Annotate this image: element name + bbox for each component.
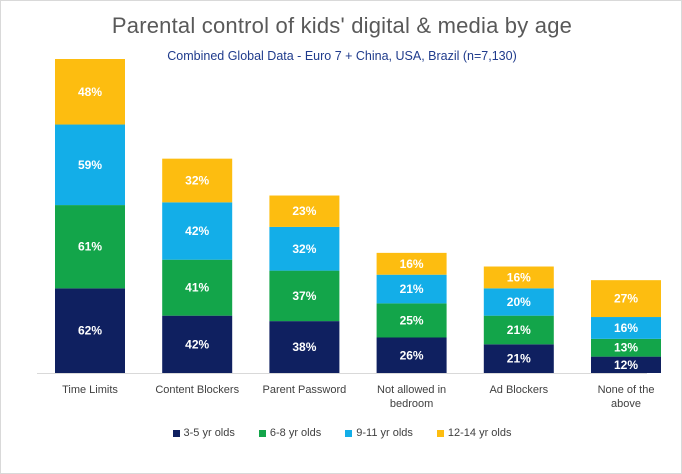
legend-label: 3-5 yr olds xyxy=(183,427,235,439)
legend-swatch xyxy=(172,429,180,437)
bar-segment xyxy=(376,274,447,304)
x-tick-label: Time Limits xyxy=(62,384,118,396)
x-tick-label: Not allowed in bedroom xyxy=(377,384,446,410)
legend-item: 3-5 yr olds xyxy=(172,427,235,439)
x-tick-label: None of the above xyxy=(598,384,655,410)
legend-label: 12-14 yr olds xyxy=(447,427,512,439)
data-label: 38% xyxy=(292,340,316,354)
bar-segment xyxy=(376,252,447,275)
bar-segment xyxy=(269,270,340,322)
data-label: 26% xyxy=(400,348,424,362)
bar-segment xyxy=(376,303,447,338)
bar-segment xyxy=(591,356,661,373)
bar-segment xyxy=(591,317,661,339)
data-label: 48% xyxy=(78,85,102,99)
data-label: 32% xyxy=(185,174,209,188)
data-label: 32% xyxy=(292,242,316,256)
data-label: 59% xyxy=(78,158,102,172)
bar-stack: 12% 13% 16% 27% xyxy=(591,280,661,373)
bar-segment xyxy=(269,226,340,271)
data-label: 16% xyxy=(400,257,424,271)
bar-stack: 62% 61% 59% 48% xyxy=(55,59,125,373)
bar-segment xyxy=(483,266,554,289)
bar-segment xyxy=(162,315,233,373)
bar-stack: 21% 21% 20% 16% xyxy=(483,266,554,373)
x-tick-label: Ad Blockers xyxy=(489,384,548,396)
legend-swatch xyxy=(436,429,444,437)
bar-segment xyxy=(591,280,661,318)
legend-item: 9-11 yr olds xyxy=(345,427,413,439)
legend-swatch xyxy=(345,429,353,437)
data-label: 20% xyxy=(507,295,531,309)
data-label: 12% xyxy=(614,358,638,372)
bar-segment xyxy=(55,205,125,289)
x-tick-label: Parent Password xyxy=(263,384,347,396)
legend-item: 12-14 yr olds xyxy=(436,427,512,439)
data-label: 21% xyxy=(507,352,531,366)
data-label: 41% xyxy=(185,281,209,295)
data-label: 37% xyxy=(292,289,316,303)
bar-segment xyxy=(269,321,340,373)
chart-subtitle: Combined Global Data - Euro 7 + China, U… xyxy=(167,49,517,63)
x-tick-label: Content Blockers xyxy=(155,384,239,396)
data-label: 42% xyxy=(185,337,209,351)
data-label: 16% xyxy=(614,321,638,335)
bar-segment xyxy=(162,158,233,203)
data-label: 61% xyxy=(78,240,102,254)
legend-label: 6-8 yr olds xyxy=(269,427,322,439)
bar-segment xyxy=(376,337,447,373)
data-label: 42% xyxy=(185,224,209,238)
bar-stack: 38% 37% 32% 23% xyxy=(269,195,340,373)
data-label: 21% xyxy=(400,282,424,296)
bar-stack: 42% 41% 42% 32% xyxy=(162,158,233,373)
data-label: 16% xyxy=(507,270,531,284)
bar-segment xyxy=(162,202,233,260)
bar-stack: 26% 25% 21% 16% xyxy=(376,252,447,373)
bar-segment xyxy=(483,288,554,316)
chart-title: Parental control of kids' digital & medi… xyxy=(111,13,573,38)
bar-segment xyxy=(162,259,233,316)
data-label: 13% xyxy=(614,341,638,355)
bar-segment xyxy=(483,344,554,373)
bar-segment xyxy=(269,195,340,227)
chart-legend: 3-5 yr olds 6-8 yr olds 9-11 yr olds 12-14 … xyxy=(1,427,681,439)
legend-item: 6-8 yr olds xyxy=(258,427,322,439)
bar-segment xyxy=(55,59,125,125)
data-label: 25% xyxy=(400,313,424,327)
data-label: 21% xyxy=(507,323,531,337)
bar-segment xyxy=(55,288,125,373)
legend-label: 9-11 yr olds xyxy=(356,427,413,439)
legend-swatch xyxy=(258,429,266,437)
data-label: 62% xyxy=(78,324,102,338)
bar-segment xyxy=(55,124,125,206)
data-label: 27% xyxy=(614,292,638,306)
data-label: 23% xyxy=(292,204,316,218)
bar-segment xyxy=(483,315,554,345)
bar-segment xyxy=(591,338,661,357)
